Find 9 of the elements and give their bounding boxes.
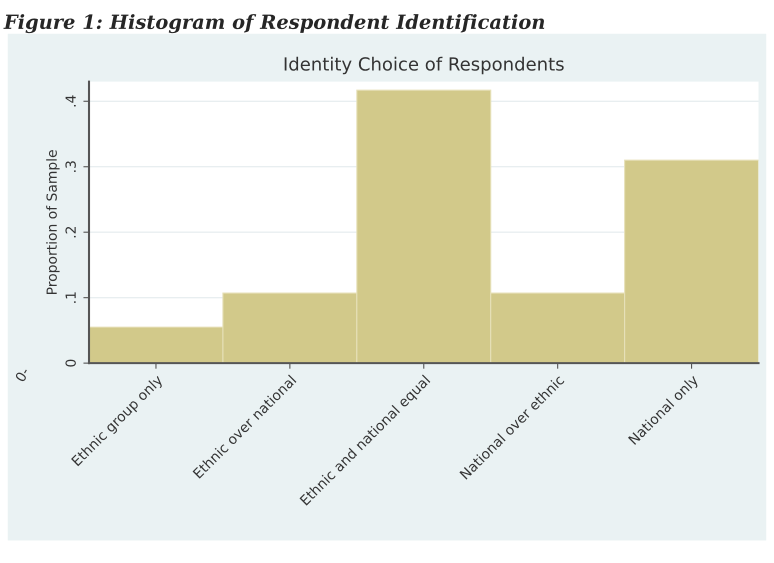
y-tick-label: .1	[66, 292, 76, 303]
y-tick-label: .3	[65, 161, 76, 172]
text: 0-	[14, 366, 30, 383]
y-axis-title: Proportion of Sample	[46, 150, 60, 294]
y-tick-label: .4	[66, 95, 76, 106]
chart-title: Figure 1: Histogram of Respondent Identification	[3, 14, 544, 34]
chart-subtitle: Identity Choice of Respondents	[284, 56, 564, 74]
y-tick-label: 0	[65, 360, 76, 367]
y-tick-label: .2	[65, 226, 76, 238]
